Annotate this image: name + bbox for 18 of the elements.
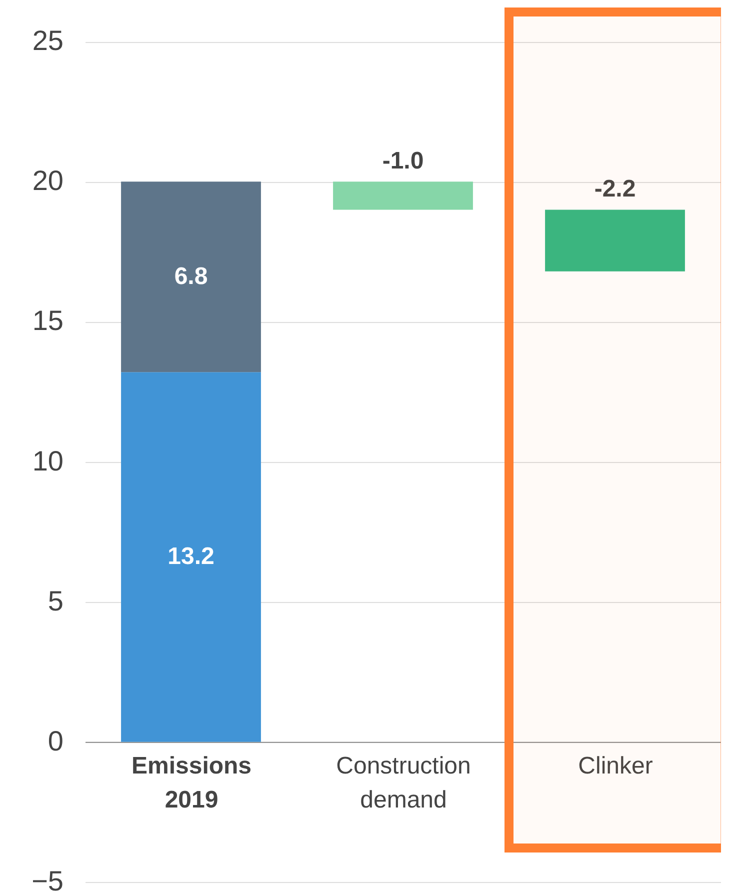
- x-tick-label: Emissions 2019: [131, 752, 252, 814]
- bar: [121, 182, 261, 372]
- y-tick-label: −5: [32, 866, 64, 896]
- data-label: -1.0: [382, 148, 424, 175]
- y-tick-label: 0: [48, 725, 64, 756]
- y-tick-label: 10: [32, 445, 64, 476]
- x-tick-label: Construction demand: [336, 752, 471, 814]
- data-label: -2.2: [594, 176, 636, 203]
- data-label: 6.8: [174, 262, 208, 290]
- y-tick-label: 5: [48, 585, 64, 616]
- data-label: 13.2: [168, 543, 214, 570]
- y-tick-label: 15: [32, 305, 64, 336]
- y-tick-label: 20: [32, 165, 64, 196]
- bar: [333, 182, 473, 210]
- x-tick-label: Clinker: [578, 752, 653, 780]
- y-tick-label: 25: [32, 25, 64, 56]
- bar: [121, 372, 261, 742]
- bar: [545, 210, 685, 272]
